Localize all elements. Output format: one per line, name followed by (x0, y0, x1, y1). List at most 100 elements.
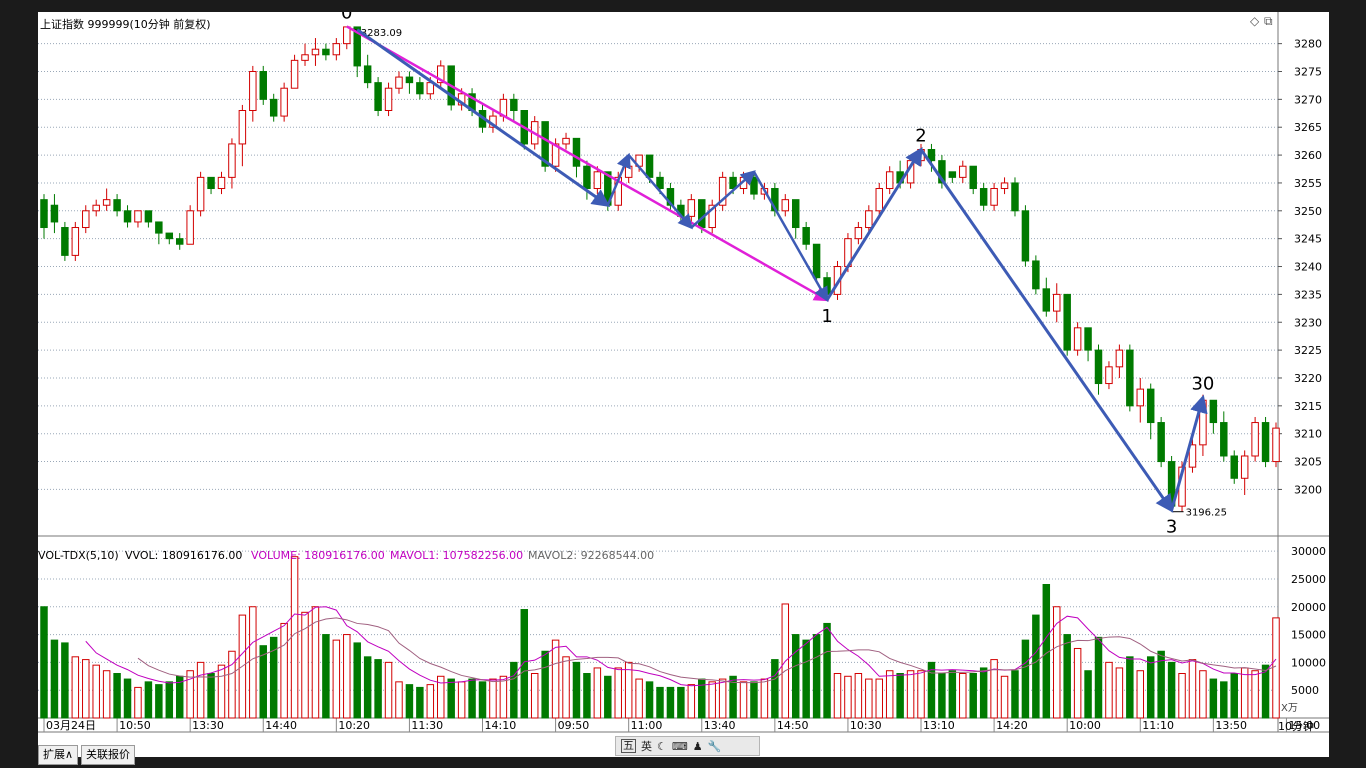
candle-body (1230, 455, 1238, 479)
vol-indicator-name: VOL-TDX(5,10) (38, 549, 119, 562)
volume-bar (1032, 614, 1040, 719)
volume-bar (71, 656, 80, 719)
time-tick-label: 10:50 (119, 719, 151, 732)
candle-body (405, 76, 414, 84)
volume-bar (760, 678, 769, 719)
candle-body (812, 243, 821, 279)
volume-bar (656, 686, 664, 719)
time-tick-label: 10:20 (338, 719, 370, 732)
candle-body (238, 110, 247, 145)
expand-tab[interactable]: 扩展∧ (38, 745, 79, 765)
user-icon[interactable]: ♟ (692, 739, 703, 753)
volume-bar (677, 686, 685, 719)
keyboard-icon[interactable]: ⌨ (671, 739, 688, 753)
time-tick-label: 14:20 (996, 719, 1028, 732)
volume-tick-label: 5000 (1291, 684, 1319, 697)
volume-bar (885, 670, 894, 719)
time-tick-label: 13:10 (923, 719, 955, 732)
moon-icon[interactable]: ☾ (657, 739, 667, 753)
candle-body (1146, 388, 1155, 424)
candle-body (61, 227, 69, 256)
volume-bar (322, 634, 330, 719)
annotation-arrow (919, 148, 1174, 513)
volume-bar (1136, 670, 1145, 719)
candle-body (1094, 349, 1103, 385)
candle-body (1240, 455, 1249, 479)
price-tick-label: 3270 (1294, 93, 1322, 106)
candle-body (280, 87, 288, 117)
candle-body (332, 43, 341, 56)
time-tick-label: 14:50 (777, 719, 809, 732)
candle-body (1073, 327, 1082, 351)
candle-body (322, 48, 330, 56)
candle-body (165, 232, 174, 240)
candle-body (885, 171, 894, 190)
volume-bar (332, 639, 341, 719)
period-label[interactable]: 10分钟 (1278, 720, 1314, 733)
volume-bar (1167, 661, 1176, 719)
candle-body (207, 176, 215, 190)
candle-body (92, 204, 100, 212)
volume-bar (102, 670, 111, 719)
candle-body (437, 65, 445, 84)
time-tick-label: 11:30 (411, 719, 443, 732)
price-tick-label: 3225 (1294, 344, 1322, 357)
candle-body (969, 165, 977, 190)
volume-bar (1011, 670, 1019, 719)
time-tick-label: 11:10 (1142, 719, 1174, 732)
volume-bar (416, 686, 424, 719)
time-tick-label: 13:50 (1215, 719, 1247, 732)
volume-bar (343, 634, 351, 719)
volume-bar (708, 681, 716, 719)
lang-button[interactable]: 英 (641, 740, 652, 753)
volume-bar (718, 678, 727, 719)
price-tick-label: 3275 (1294, 65, 1322, 78)
volume-bar (1272, 617, 1280, 719)
volume-bar (510, 661, 518, 719)
volume-bar (134, 686, 142, 719)
ime-mode-button[interactable]: 五 (621, 739, 636, 753)
volume-bar (1251, 670, 1259, 719)
chart-window: 3280 3275 3270 3265 3260 3255 3250 3245 3240 3235… (38, 12, 1329, 765)
price-tick-label: 3240 (1294, 261, 1322, 274)
mavol1-line (85, 606, 1277, 687)
related-quotes-tab[interactable]: 关联报价 (81, 745, 135, 765)
volume-bar (207, 673, 215, 719)
volume-bar (750, 681, 758, 719)
candle-body (708, 204, 716, 229)
candle-body (990, 188, 998, 206)
peak-price-label: 3283.09 (361, 28, 402, 39)
volume-bar (875, 678, 883, 719)
candle-body (791, 199, 800, 229)
candle-body (875, 188, 883, 212)
candle-body (384, 87, 393, 112)
volume-bar (990, 659, 998, 719)
candle-body (687, 199, 696, 217)
candle-body (1084, 327, 1092, 351)
volume-bar (854, 673, 863, 719)
candle-body (1115, 349, 1124, 368)
price-tick-label: 3265 (1294, 121, 1322, 134)
candle-body (134, 210, 142, 223)
volume-bar (405, 684, 414, 719)
candle-body (541, 121, 549, 167)
price-tick-label: 3205 (1294, 456, 1322, 469)
diamond-icon[interactable]: ◇ (1250, 14, 1260, 28)
candle-body (113, 199, 121, 212)
candle-body (228, 143, 236, 178)
volume-bar (896, 673, 904, 719)
trough-price-label: 3196.25 (1186, 508, 1227, 519)
volume-bar (155, 684, 163, 719)
volume-bar (645, 681, 654, 719)
window-restore-icon[interactable]: ⧉ (1264, 14, 1273, 28)
annotation-arrow (346, 25, 830, 302)
candle-body (343, 26, 351, 45)
candle-body (1105, 366, 1113, 385)
volume-bar (468, 678, 476, 719)
candle-body (1011, 182, 1019, 212)
volume-bar (833, 673, 842, 719)
candle-body (82, 210, 90, 229)
volume-bar (520, 609, 529, 719)
wrench-icon[interactable]: 🔧 (707, 739, 722, 753)
candle-body (1188, 444, 1197, 468)
